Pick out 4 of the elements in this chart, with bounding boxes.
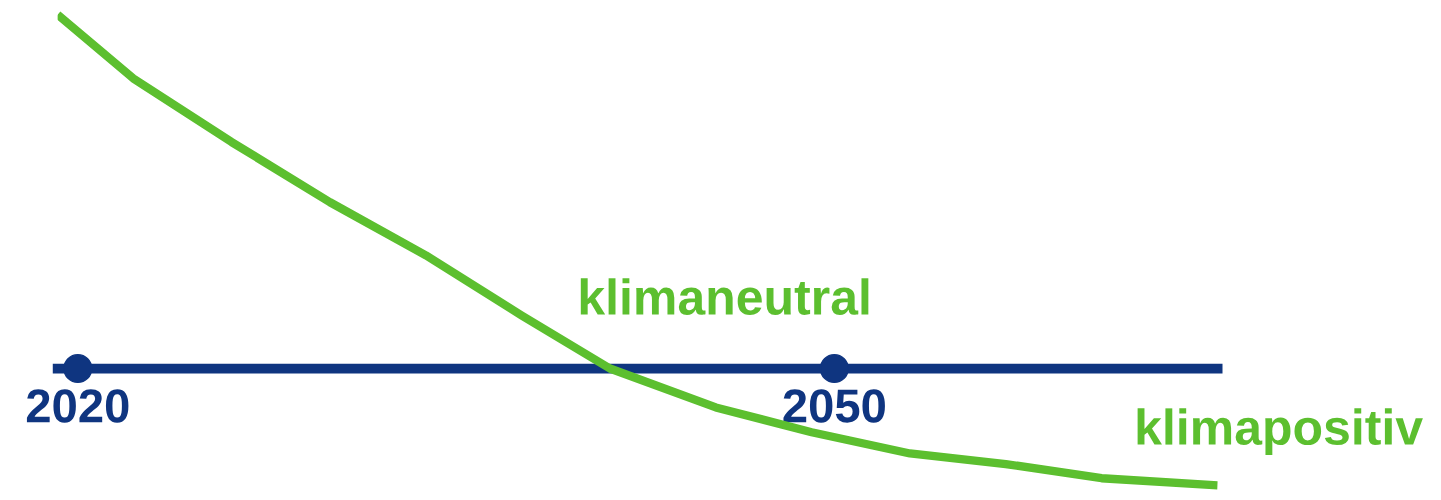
annotation: klimapositiv <box>1137 408 1423 455</box>
x-tick-label: 2020 <box>26 389 129 423</box>
x-tick-label: 2050 <box>783 389 885 423</box>
annotation: klimaneutral <box>580 278 869 315</box>
